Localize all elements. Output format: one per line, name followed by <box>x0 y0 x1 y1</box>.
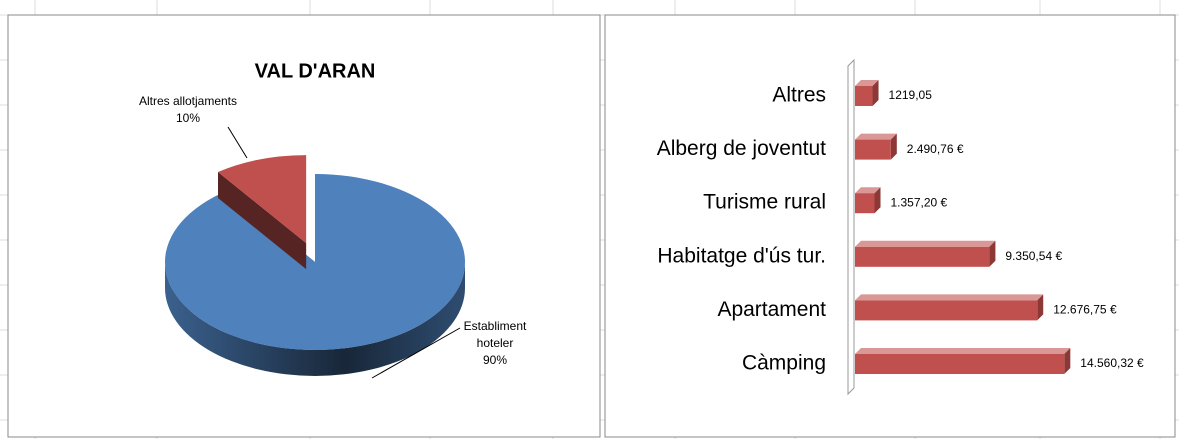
leader-line <box>371 327 461 379</box>
bar <box>855 139 891 160</box>
bar-top <box>855 240 996 247</box>
slice-side <box>217 155 307 270</box>
bar-side <box>872 80 879 106</box>
bar-top <box>855 348 1071 354</box>
bar <box>855 354 1065 374</box>
category-label: Apartament <box>717 298 826 321</box>
bar <box>855 300 1038 321</box>
bar <box>855 86 873 106</box>
value-label: 2.490,76 € <box>907 142 964 156</box>
value-label: 14.560,32 € <box>1080 356 1144 370</box>
bar-side <box>874 187 881 214</box>
axis-wall <box>847 58 855 396</box>
bar <box>855 193 875 214</box>
pie-label: Altres allotjaments 10% <box>138 93 238 127</box>
category-label: Habitatge d'ús tur. <box>657 244 826 267</box>
bar-side <box>1037 294 1044 321</box>
bar-side <box>1064 348 1071 374</box>
category-label: Càmping <box>742 352 826 375</box>
value-label: 90% <box>482 353 508 367</box>
chart-title: VAL D'ARAN <box>255 60 376 82</box>
leader-line <box>227 126 248 159</box>
category-label: Altres <box>772 84 826 107</box>
category-label: Turisme rural <box>703 191 826 214</box>
value-label: 12.676,75 € <box>1053 303 1117 317</box>
bar-top <box>855 294 1044 301</box>
bar-top <box>855 133 897 140</box>
slice <box>165 174 466 350</box>
bar-top <box>855 187 881 194</box>
pie <box>165 155 466 376</box>
value-label: 1.357,20 € <box>891 195 948 209</box>
pie-label: Establiment hoteler 90% <box>455 318 535 369</box>
category-label: Alberg de joventut <box>657 137 826 160</box>
bar-chart: Altres 1219,05 Alberg de joventut 2.490,76 … <box>657 58 1144 396</box>
value-label: 10% <box>175 111 201 125</box>
bar <box>855 246 990 267</box>
value-label: 1219,05 <box>889 88 933 102</box>
value-label: 9.350,54 € <box>1005 249 1062 263</box>
bar-top <box>855 80 879 86</box>
bar-side <box>989 240 996 267</box>
bar-side <box>890 133 897 160</box>
slice-rim <box>165 262 465 376</box>
category-label: Altres allotjaments <box>138 94 238 108</box>
category-label: Establiment hoteler <box>463 319 527 350</box>
slice <box>217 155 307 244</box>
